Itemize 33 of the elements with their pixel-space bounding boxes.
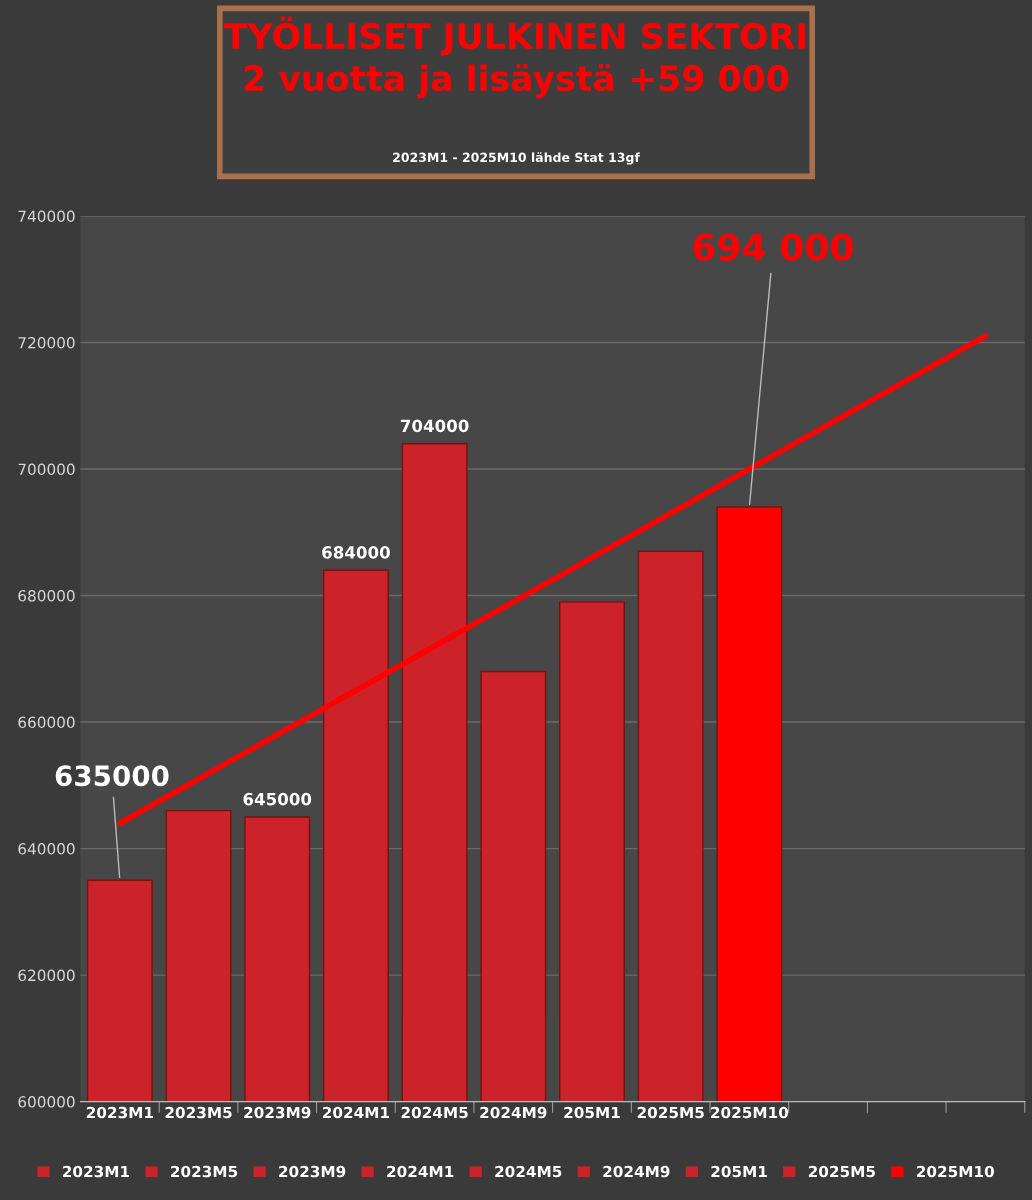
y-tick-label: 640000	[18, 843, 75, 855]
y-tick-label: 660000	[18, 716, 75, 729]
category-label: 2025M5	[808, 1165, 875, 1178]
x-tick-label: 205M1	[564, 1106, 620, 1119]
y-tick-label: 680000	[18, 590, 75, 602]
annotation: 694 000	[693, 233, 853, 261]
category-label: 2024M9	[603, 1165, 670, 1178]
data-label: 645000	[243, 792, 312, 806]
chart-subtitle: 2023M1 - 2025M10 lähde Stat 13gf	[393, 152, 640, 165]
category-label: 2024M1	[387, 1165, 454, 1178]
category-label: 205M1	[711, 1165, 767, 1178]
y-tick-label: 720000	[18, 336, 75, 349]
x-tick-label: 2024M9	[480, 1106, 547, 1119]
data-label: 704000	[400, 419, 469, 433]
x-tick-label: 2023M1	[86, 1106, 153, 1119]
y-tick-label: 620000	[18, 969, 75, 982]
x-tick-label: 2025M5	[637, 1106, 704, 1119]
category-label: 2024M5	[495, 1165, 562, 1178]
y-tick-label: 700000	[18, 463, 75, 476]
category-label: 2023M5	[171, 1165, 238, 1178]
x-tick-label: 2023M9	[244, 1106, 311, 1119]
y-tick-label: 740000	[18, 210, 75, 223]
x-tick-label: 2023M5	[165, 1106, 232, 1119]
y-tick-label: 600000	[18, 1096, 75, 1108]
x-tick-label: 2024M1	[322, 1106, 390, 1119]
data-label: 684000	[322, 546, 390, 559]
annotation: 635000	[55, 765, 169, 787]
category-label: 2025M10	[916, 1165, 994, 1178]
category-label: 2023M1	[62, 1165, 130, 1178]
x-tick-label: 2024M5	[401, 1106, 468, 1119]
x-tick-label: 2025M10	[711, 1106, 789, 1119]
chart-title: TYÖLLISET JULKINEN SEKTORI 2 vuotta ja lisäystä +59 000	[224, 16, 805, 99]
category-label: 2023M9	[279, 1165, 346, 1178]
